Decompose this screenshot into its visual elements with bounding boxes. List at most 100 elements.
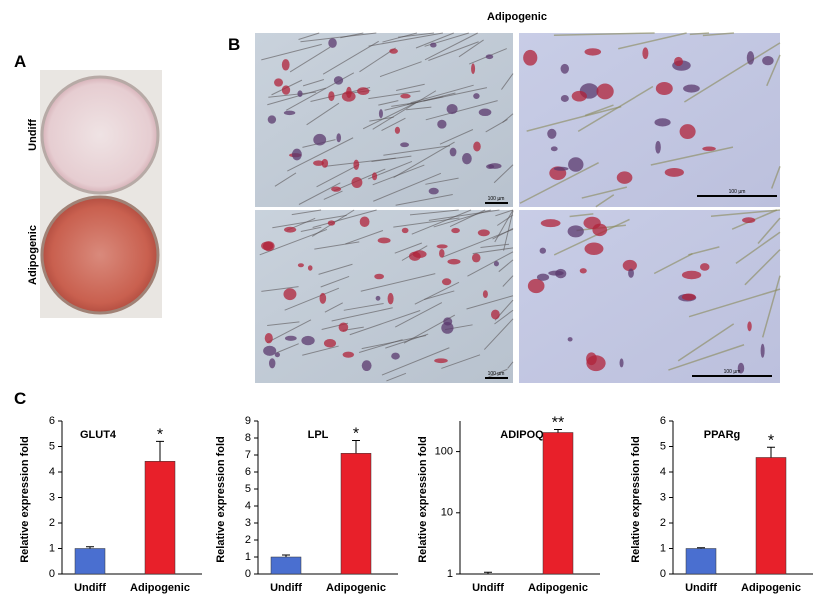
lipid-droplet <box>394 126 401 134</box>
dish-adipogenic <box>40 195 160 315</box>
lipid-droplet <box>328 38 337 48</box>
cell-fiber <box>371 155 412 163</box>
y-tick-label: 2 <box>660 517 666 529</box>
cell-fiber <box>372 90 437 130</box>
cell-fiber <box>498 259 514 273</box>
lipid-droplet <box>357 87 370 95</box>
lipid-droplet <box>616 171 633 184</box>
micrograph <box>519 33 780 207</box>
lipid-droplet <box>301 335 315 346</box>
y-tick-label: 5 <box>660 440 666 452</box>
y-tick-label: 6 <box>245 466 251 478</box>
cell-fiber <box>584 104 614 117</box>
cell-fiber <box>770 166 781 189</box>
y-tick-label: 0 <box>49 568 55 580</box>
cell-fiber <box>298 182 341 205</box>
lipid-droplet <box>553 166 569 171</box>
cell-fiber <box>411 209 472 235</box>
significance: * <box>768 432 774 449</box>
lipid-droplet <box>284 335 297 341</box>
lipid-droplet <box>471 253 481 263</box>
cell-fiber <box>261 43 322 61</box>
cell-fiber <box>761 275 781 338</box>
lipid-droplet <box>336 133 342 143</box>
lipid-droplet <box>281 85 291 95</box>
error-bar <box>352 440 360 454</box>
lipid-droplet <box>283 288 297 301</box>
lipid-droplet <box>333 76 344 85</box>
lipid-droplet <box>488 163 502 169</box>
cell-fiber <box>466 295 514 310</box>
scale-label: 100 µm <box>488 196 505 202</box>
lipid-droplet <box>567 337 573 342</box>
lipid-droplet <box>473 93 480 100</box>
cell-fiber <box>406 106 432 111</box>
chart-title: LPL <box>308 429 329 441</box>
lipid-droplet <box>451 227 460 234</box>
cell-fiber <box>360 273 436 292</box>
error-bar <box>282 554 290 557</box>
lipid-droplet <box>338 322 349 333</box>
micrographs <box>255 32 781 383</box>
row-label: Adipogenic <box>27 225 39 285</box>
lipid-droplet <box>560 63 569 74</box>
lipid-droplet <box>447 258 461 265</box>
lipid-droplet <box>321 158 329 168</box>
lipid-droplet <box>462 153 472 165</box>
y-tick-label: 5 <box>245 483 251 495</box>
y-tick-label: 1 <box>245 551 251 563</box>
lipid-droplet <box>655 81 673 95</box>
cell-fiber <box>689 32 710 36</box>
bar <box>685 548 717 575</box>
lipid-droplet <box>342 351 355 358</box>
cell-fiber <box>261 286 299 292</box>
lipid-droplet <box>443 317 453 326</box>
lipid-droplet <box>742 217 756 224</box>
y-axis-label: Relative expression fold <box>630 436 642 563</box>
lipid-droplet <box>400 93 411 99</box>
error-bar <box>767 446 775 458</box>
y-tick-label: 4 <box>660 466 666 478</box>
cell-fiber <box>423 87 488 102</box>
lipid-droplet <box>571 90 587 102</box>
lipid-droplet <box>584 48 602 56</box>
cell-fiber <box>458 39 484 58</box>
lipid-droplet <box>482 290 488 298</box>
micrograph <box>255 33 513 207</box>
cell-fiber <box>414 281 460 305</box>
error-bar <box>554 428 562 433</box>
cell-fiber <box>688 288 781 318</box>
panel-label: C <box>14 389 26 408</box>
lipid-droplet <box>274 352 281 358</box>
lipid-droplet <box>328 91 335 102</box>
cell-fiber <box>493 164 514 184</box>
cell-fiber <box>323 190 343 200</box>
lipid-droplet <box>283 110 296 116</box>
dish-undiff <box>40 75 160 195</box>
x-tick-label: Adipogenic <box>130 582 190 594</box>
scale-bars: 100 µm 100 µm 100 µm 100 µm <box>485 189 777 379</box>
cell-fiber <box>384 92 456 111</box>
bar <box>340 453 372 575</box>
lipid-droplet <box>586 352 597 366</box>
cell-fiber <box>581 186 628 199</box>
lipid-droplet <box>441 278 452 286</box>
bar <box>270 556 302 575</box>
y-axis-label: Relative expression fold <box>215 436 227 563</box>
cell-fiber <box>472 247 514 255</box>
lipid-droplet <box>550 146 558 152</box>
cell-fiber <box>322 40 379 75</box>
lipid-droplet <box>584 242 604 256</box>
lipid-droplet <box>374 273 385 280</box>
cell-fiber <box>595 194 615 208</box>
panel-label: A <box>14 52 26 71</box>
cell-fiber <box>688 246 720 256</box>
cell-fiber <box>385 333 429 349</box>
y-tick-label: 10 <box>441 507 453 519</box>
error-bar <box>697 547 705 549</box>
lipid-droplet <box>540 219 561 228</box>
cell-fiber <box>428 209 500 221</box>
cell-fiber <box>298 32 320 40</box>
lipid-droplet <box>341 91 356 102</box>
